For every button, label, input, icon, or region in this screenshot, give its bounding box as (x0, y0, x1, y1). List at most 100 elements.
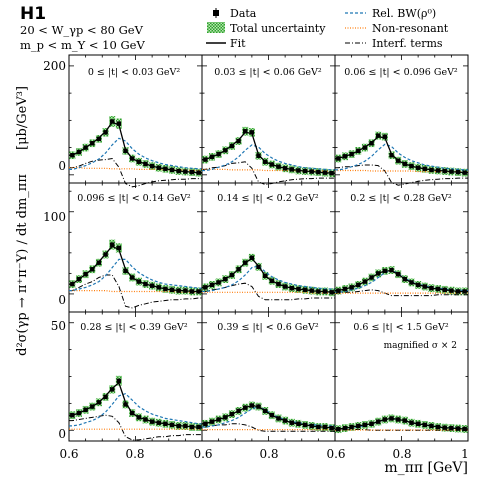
interference-curve (69, 274, 202, 309)
data-point (389, 153, 394, 158)
x-tick-label: 0.8 (125, 447, 144, 461)
data-point (203, 157, 208, 162)
data-point (229, 411, 235, 417)
data-point (402, 418, 408, 423)
data-point (462, 426, 467, 432)
legend: Data Total uncertainty Fit Rel. BW(ρ⁰) N… (206, 7, 449, 50)
data-point (289, 420, 294, 425)
x-tick-label: 0.6 (193, 447, 212, 461)
data-point (196, 170, 201, 175)
panel-3: 0.06 ≤ |t| < 0.096 GeV² (334, 54, 469, 186)
data-point (336, 288, 341, 293)
data-point (116, 245, 122, 251)
data-point (282, 166, 288, 171)
data-point (455, 426, 461, 431)
data-point (83, 272, 88, 277)
data-point (422, 284, 427, 289)
data-point (342, 154, 348, 159)
data-point (269, 413, 275, 418)
data-point (90, 404, 95, 409)
data-point (236, 408, 241, 414)
data-point (183, 169, 188, 174)
data-point (442, 168, 447, 174)
data-point (156, 420, 161, 425)
data-point (369, 275, 374, 280)
data-point (269, 162, 275, 167)
bw-curve (69, 258, 202, 292)
panel-plot-area (201, 311, 336, 442)
data-point (356, 282, 361, 288)
data-point (189, 424, 195, 430)
data-point (209, 154, 215, 160)
legend-label-data: Data (230, 7, 257, 20)
panel-label: 0.6 ≤ |t| < 1.5 GeV² (353, 322, 449, 333)
data-point (435, 286, 441, 292)
data-point (455, 169, 461, 175)
data-point (462, 170, 467, 175)
x-tick-label: 1 (461, 447, 469, 461)
data-point (422, 166, 427, 172)
legend-item-band: Total uncertainty (207, 22, 326, 35)
panel-label: 0.03 ≤ |t| < 0.06 GeV² (214, 67, 322, 78)
data-point (402, 276, 408, 282)
data-point (90, 141, 95, 146)
data-point (362, 279, 368, 284)
data-point (103, 252, 108, 257)
data-point (269, 278, 275, 283)
data-point (395, 417, 401, 422)
data-point (143, 161, 148, 167)
data-point (183, 288, 188, 293)
x-tick-label: 0.6 (326, 447, 345, 461)
data-point (276, 164, 281, 169)
data-point (76, 276, 82, 282)
legend-label-bw: Rel. BW(ρ⁰) (372, 7, 436, 20)
data-point (76, 149, 82, 155)
fit-curve (69, 121, 202, 174)
data-point (243, 260, 248, 265)
data-point (249, 255, 255, 260)
panel-1: 0 ≤ |t| < 0.03 GeV² (68, 54, 203, 188)
panel-label: 0 ≤ |t| < 0.03 GeV² (88, 67, 181, 78)
panel-label: 0.096 ≤ |t| < 0.14 GeV² (77, 193, 191, 204)
data-point (216, 417, 221, 422)
data-point (442, 425, 447, 430)
nonresonant-curve (69, 167, 202, 172)
data-point (409, 280, 414, 285)
data-point (309, 288, 314, 293)
fit-curve (335, 417, 468, 430)
data-point (342, 286, 348, 292)
data-point (262, 408, 268, 414)
legend-item-nonres: Non-resonant (345, 22, 449, 35)
data-point (123, 402, 128, 407)
data-point (90, 267, 95, 272)
data-point (256, 153, 261, 158)
y-tick-label: 0 (58, 159, 66, 173)
data-point (196, 289, 201, 294)
interference-curve (69, 414, 202, 441)
data-point (435, 424, 441, 430)
interference-curve (202, 423, 335, 432)
data-point (282, 418, 288, 423)
data-point (349, 424, 354, 430)
data-point (123, 148, 128, 154)
data-point (342, 425, 348, 431)
legend-item-data: Data (213, 7, 257, 20)
data-point (223, 148, 228, 153)
data-point (169, 422, 175, 428)
data-point (189, 289, 195, 294)
data-point (409, 420, 414, 425)
bw-curve (69, 393, 202, 427)
data-point (296, 286, 301, 292)
data-point (249, 403, 255, 408)
data-point (243, 405, 248, 410)
data-point (103, 394, 108, 400)
data-point (309, 169, 314, 174)
header-line-1: 20 < W_γp < 80 GeV (20, 23, 144, 37)
panel-9: 0.6 ≤ |t| < 1.5 GeV² magnified σ × 2 (334, 311, 469, 442)
panel-label: 0.2 ≤ |t| < 0.28 GeV² (350, 193, 452, 204)
fit-curve (202, 131, 335, 174)
data-point (129, 275, 135, 280)
y-tick-label: 50 (51, 319, 66, 333)
panel-note: magnified σ × 2 (384, 341, 457, 351)
